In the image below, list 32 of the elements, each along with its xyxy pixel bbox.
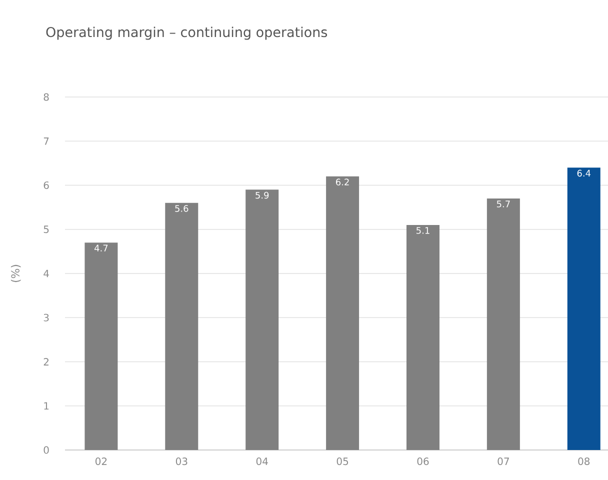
data-label: 4.7 [94,244,108,252]
bar [486,198,520,450]
data-label: 5.1 [416,227,430,234]
x-tick-label: 02 [95,458,107,466]
bar [165,202,198,450]
y-tick-label: 4 [44,270,49,278]
bar [84,242,118,450]
data-label: 6.2 [336,178,349,186]
x-tick-label: 06 [417,458,429,466]
x-tick-label: 04 [256,458,268,466]
y-tick-label: 7 [44,137,49,145]
y-tick-label: 6 [44,181,49,190]
x-tick-label: 03 [176,458,188,466]
data-label: 6.4 [577,170,591,177]
y-tick-label: 5 [44,226,49,234]
bar [246,190,279,450]
bar [567,168,600,450]
x-tick-label: 07 [498,458,509,466]
bar [326,176,360,450]
y-tick-label: 3 [44,314,49,322]
y-tick-label: 1 [44,402,49,410]
data-label: 5.7 [496,200,510,208]
chart-title: Operating margin – continuing operations [46,26,328,40]
x-tick-label: 08 [578,458,590,466]
x-tick-label: 05 [336,458,348,466]
data-label: 5.6 [175,205,188,212]
y-axis-title: (%) [10,264,21,282]
y-tick-label: 0 [44,446,49,454]
y-tick-label: 8 [44,93,49,101]
bar [406,224,440,450]
y-tick-label: 2 [44,358,48,366]
data-label: 5.9 [256,192,269,199]
